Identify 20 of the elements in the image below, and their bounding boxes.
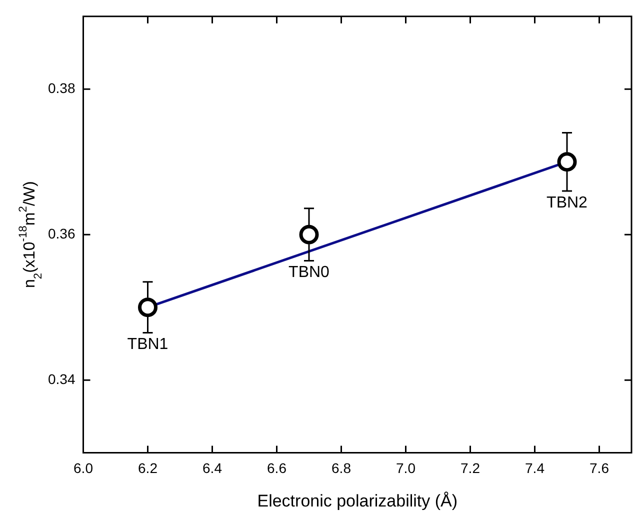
- x-tick-label: 7.0: [396, 460, 416, 476]
- y-tick-label: 0.34: [48, 370, 76, 387]
- x-axis-title: Electronic polarizability (Å): [257, 491, 458, 510]
- annotation: TBN2: [546, 194, 588, 212]
- x-tick-label: 7.4: [525, 460, 545, 476]
- x-tick-label: 6.0: [74, 460, 94, 476]
- x-tick-label: 6.4: [202, 460, 222, 476]
- point: [138, 298, 158, 318]
- y-tick-label: 0.38: [48, 80, 76, 96]
- x-tick-label: 7.6: [590, 460, 610, 476]
- point: [299, 224, 319, 244]
- x-tick-label: 6.8: [332, 460, 352, 476]
- point: [557, 152, 577, 172]
- annotation: TBN1: [127, 336, 168, 354]
- x-tick-label: 6.6: [267, 460, 287, 476]
- y-axis-title: n2(x10-18m2/W): [18, 181, 44, 288]
- annotation: TBN0: [288, 264, 330, 282]
- x-tick-label: 6.2: [138, 460, 158, 476]
- y-tick-label: 0.36: [48, 225, 76, 242]
- x-tick-label: 7.2: [460, 460, 480, 476]
